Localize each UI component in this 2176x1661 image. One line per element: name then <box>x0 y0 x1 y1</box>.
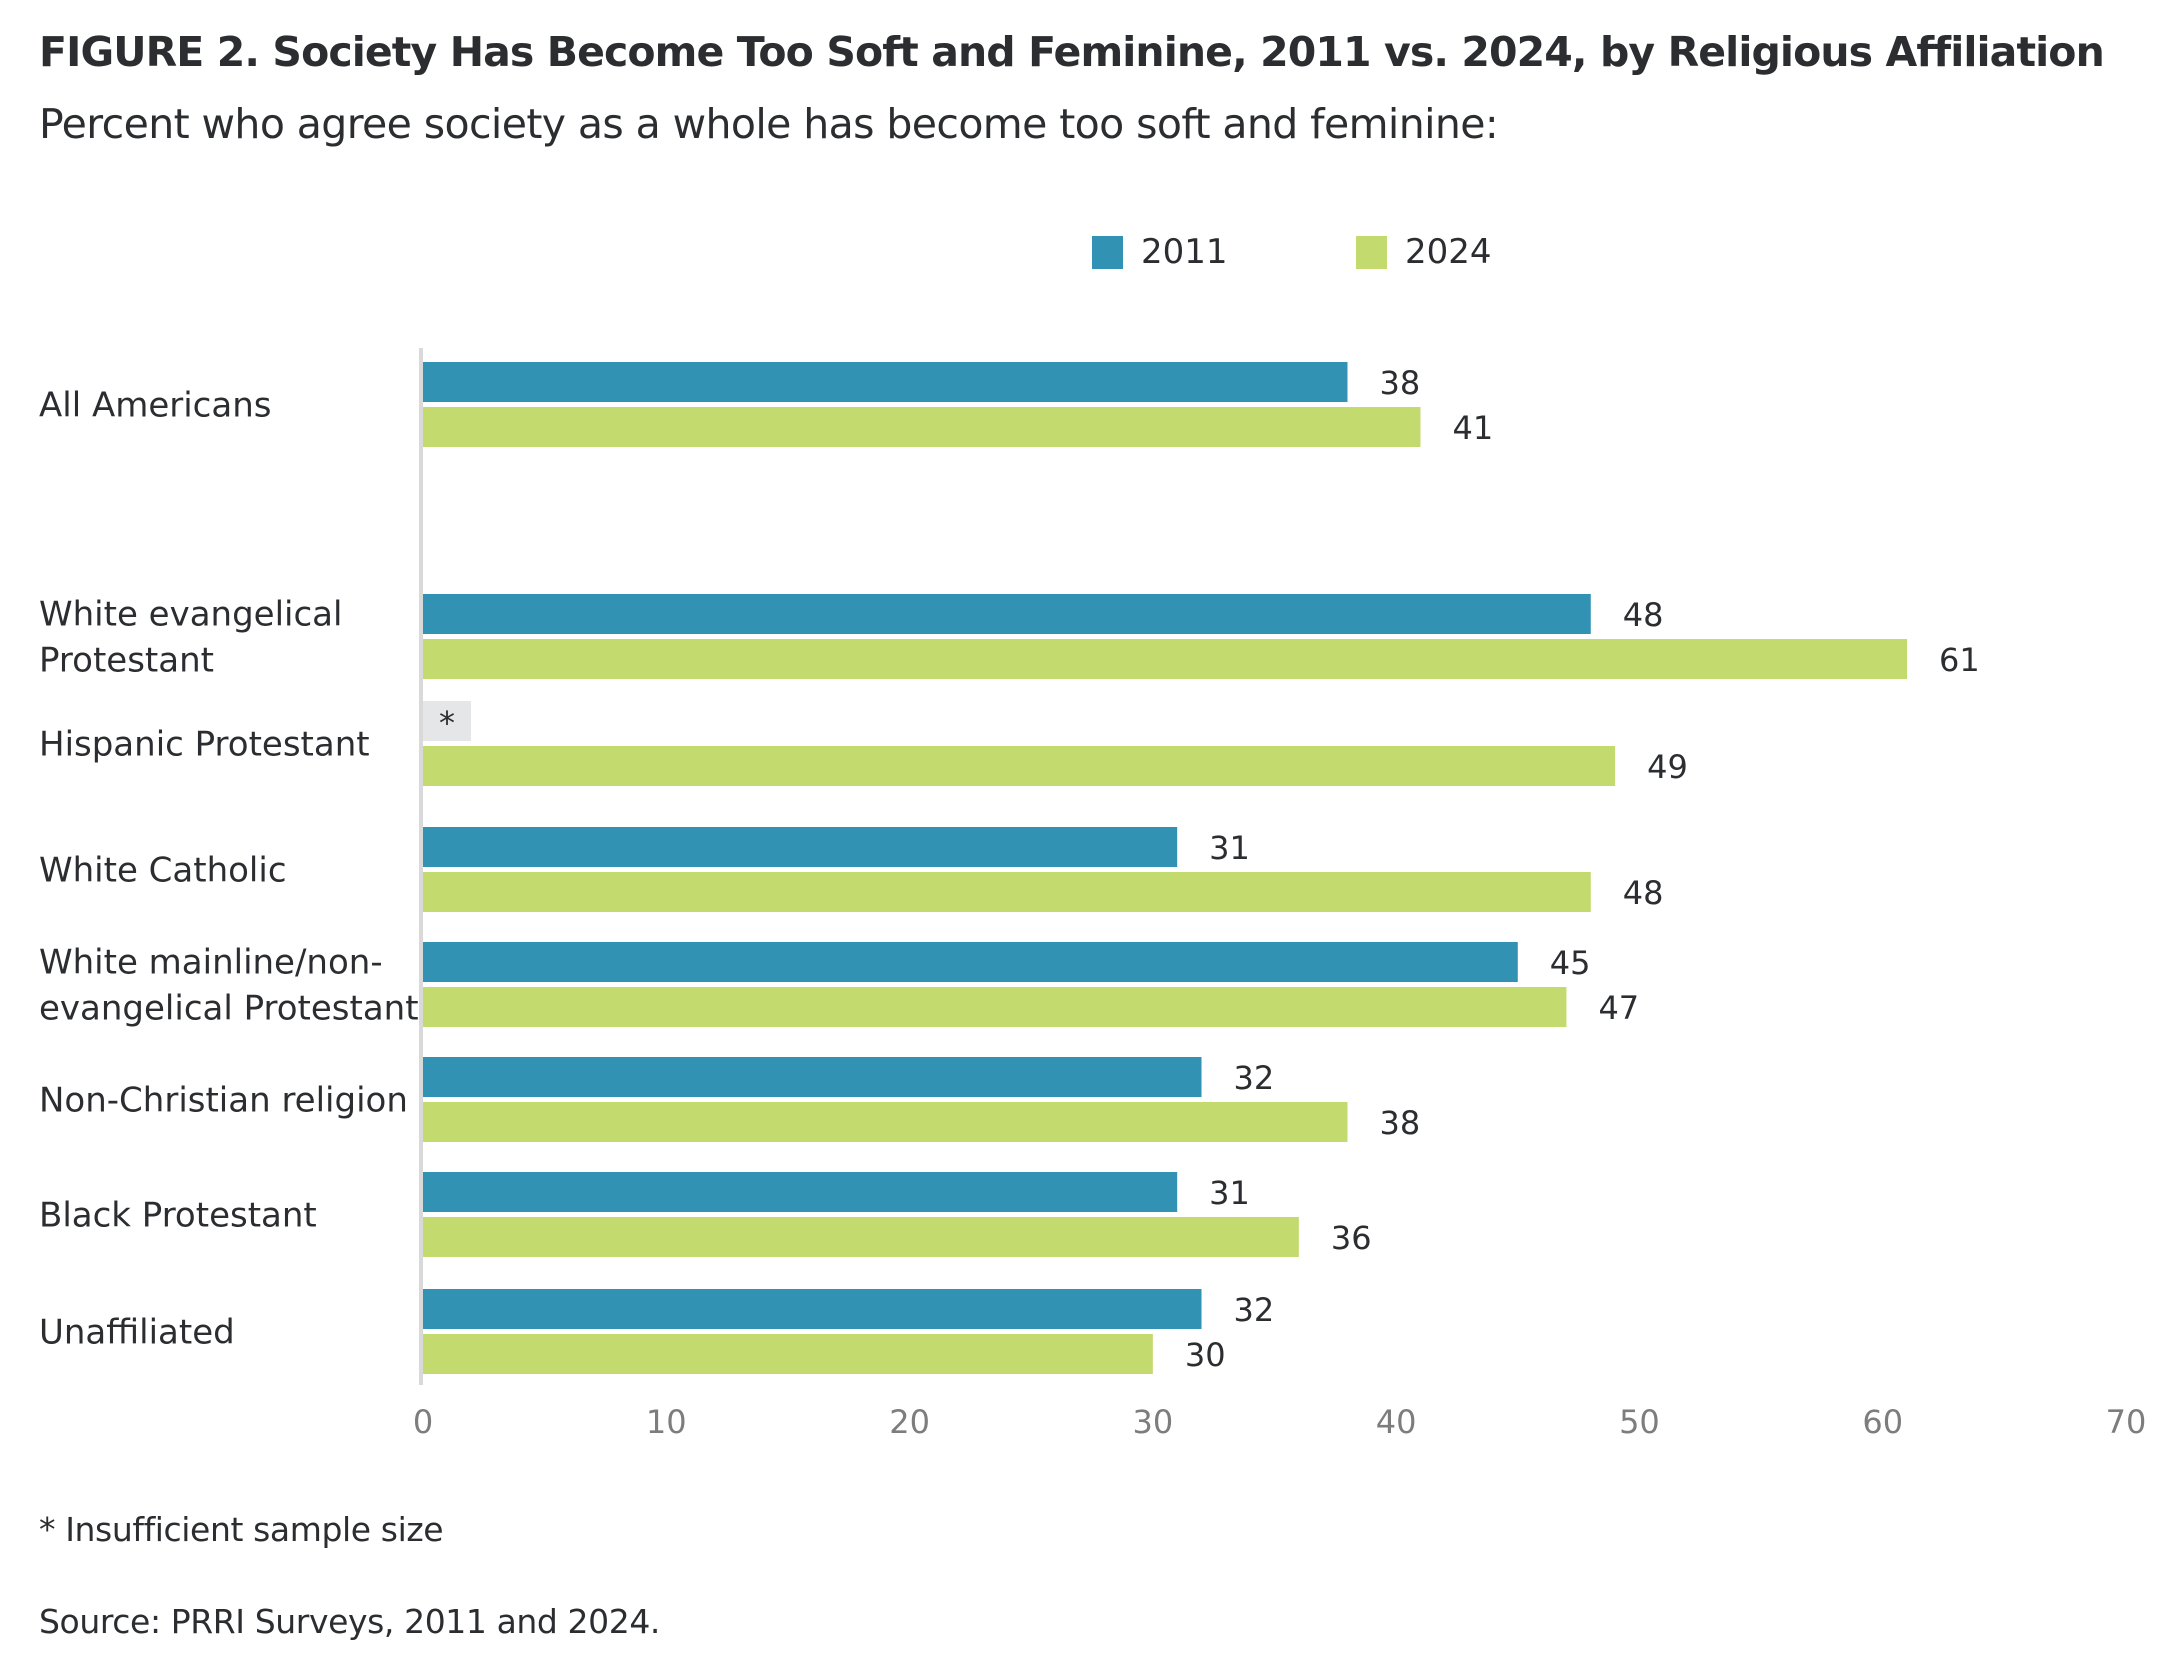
bar-2024 <box>423 639 1908 679</box>
category-label-line: All Americans <box>39 386 271 426</box>
category-label: White Catholic <box>39 851 287 891</box>
data-label-2011: 48 <box>1623 596 1664 634</box>
legend-label-2024: 2024 <box>1405 232 1492 272</box>
category-label: White evangelical Protestant <box>39 595 342 681</box>
x-tick-label: 60 <box>1862 1403 1903 1441</box>
category-label: Unaffiliated <box>39 1313 235 1353</box>
category-label-line: Unaffiliated <box>39 1313 235 1353</box>
footnote-insufficient-sample: * Insufficient sample size <box>39 1510 444 1549</box>
bar-2024 <box>423 746 1616 786</box>
category-label-line: evangelical Protestant <box>39 989 419 1029</box>
data-label-2024: 61 <box>1939 641 1980 679</box>
data-label-2011: 32 <box>1234 1059 1275 1097</box>
legend-swatch-2011 <box>1092 235 1123 269</box>
category-label-line: White Catholic <box>39 851 287 891</box>
data-label-2011: 31 <box>1209 829 1250 867</box>
legend-swatch-2024 <box>1356 235 1387 269</box>
data-label-2024: 30 <box>1185 1336 1226 1374</box>
data-label-2011: 45 <box>1550 944 1591 982</box>
category-label: Hispanic Protestant <box>39 725 370 765</box>
category-label-line: White mainline/non- <box>39 943 383 983</box>
insufficient-sample-marker: * <box>439 704 455 742</box>
x-tick-label: 50 <box>1619 1403 1660 1441</box>
chart-title: FIGURE 2. Society Has Become Too Soft an… <box>39 28 2105 76</box>
source-note: Source: PRRI Surveys, 2011 and 2024. <box>39 1602 661 1641</box>
bar-2024 <box>423 872 1591 912</box>
bar-2011 <box>423 362 1348 402</box>
bar-2024 <box>423 1102 1348 1142</box>
bar-2011 <box>423 942 1518 982</box>
data-label-2024: 48 <box>1623 874 1664 912</box>
category-label: White mainline/non-evangelical Protestan… <box>39 943 419 1029</box>
data-label-2024: 38 <box>1379 1104 1420 1142</box>
chart-subtitle: Percent who agree society as a whole has… <box>39 100 1499 148</box>
x-tick-label: 0 <box>413 1403 433 1441</box>
insufficient-sample-box <box>423 701 471 741</box>
bar-2024 <box>423 987 1567 1027</box>
category-label: Black Protestant <box>39 1196 317 1236</box>
bar-2024 <box>423 407 1421 447</box>
bar-2011 <box>423 1057 1202 1097</box>
data-label-2024: 41 <box>1452 409 1493 447</box>
data-label-2024: 47 <box>1598 989 1639 1027</box>
bar-2011 <box>423 594 1591 634</box>
category-label-line: Hispanic Protestant <box>39 725 370 765</box>
x-tick-label: 70 <box>2106 1403 2147 1441</box>
data-label-2011: 31 <box>1209 1174 1250 1212</box>
category-label-line: Protestant <box>39 641 214 681</box>
legend-item-2011: 2011 <box>1092 231 1228 273</box>
data-label-2024: 36 <box>1331 1219 1372 1257</box>
category-label: All Americans <box>39 386 271 426</box>
bar-2011 <box>423 1172 1178 1212</box>
bar-2011 <box>423 1289 1202 1329</box>
x-tick-label: 10 <box>646 1403 687 1441</box>
x-tick-label: 30 <box>1132 1403 1173 1441</box>
bar-2024 <box>423 1334 1153 1374</box>
data-label-2011: 38 <box>1379 364 1420 402</box>
x-tick-label: 20 <box>889 1403 930 1441</box>
x-tick-label: 40 <box>1376 1403 1417 1441</box>
legend-item-2024: 2024 <box>1356 231 1492 273</box>
category-label-line: Black Protestant <box>39 1196 317 1236</box>
bar-2024 <box>423 1217 1299 1257</box>
category-label: Non-Christian religion <box>39 1081 408 1121</box>
bar-2011 <box>423 827 1178 867</box>
data-label-2024: 49 <box>1647 748 1688 786</box>
category-label-line: Non-Christian religion <box>39 1081 408 1121</box>
data-label-2011: 32 <box>1234 1291 1275 1329</box>
category-label-line: White evangelical <box>39 595 342 635</box>
legend-label-2011: 2011 <box>1141 232 1228 272</box>
